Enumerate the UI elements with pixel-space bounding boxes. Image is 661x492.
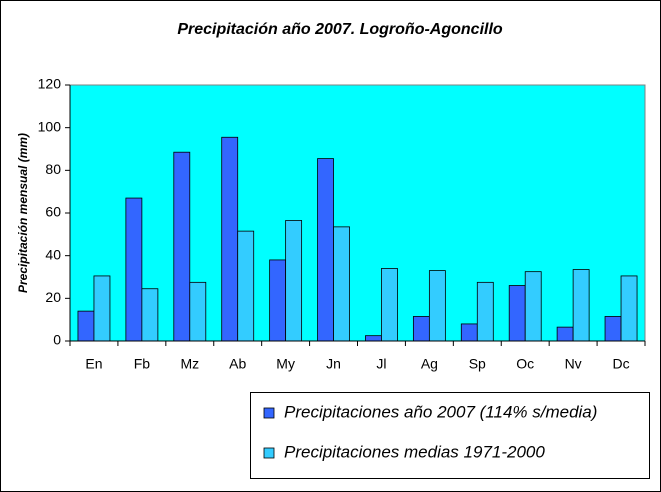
- x-tick-label: Ag: [421, 356, 438, 372]
- bar: [125, 197, 143, 342]
- legend-label: Precipitaciones medias 1971-2000: [284, 442, 545, 461]
- legend-swatch: [263, 407, 275, 419]
- y-tick-label: 60: [45, 204, 61, 220]
- y-axis-label: Precipitación mensual (mm): [16, 133, 30, 293]
- legend-swatch: [263, 447, 275, 459]
- bar: [189, 281, 207, 342]
- bar: [221, 136, 239, 342]
- x-tick-label: Dc: [612, 356, 629, 372]
- x-tick-label: Nv: [565, 356, 582, 372]
- bar: [333, 226, 350, 342]
- legend-label: Precipitaciones año 2007 (114% s/media): [284, 402, 597, 421]
- y-tick-label: 100: [38, 118, 62, 134]
- x-tick-label: Fb: [134, 356, 151, 372]
- x-tick-label: En: [85, 356, 102, 372]
- bar: [460, 323, 478, 342]
- bar: [476, 281, 494, 342]
- bar: [317, 158, 334, 342]
- bar: [141, 288, 159, 342]
- bar: [237, 230, 255, 342]
- bar: [365, 335, 382, 342]
- x-tick-label: Mz: [180, 356, 199, 372]
- bar: [524, 271, 542, 342]
- bar: [556, 326, 574, 342]
- bar: [77, 310, 95, 342]
- chart-title: Precipitación año 2007. Logroño-Agoncill…: [177, 21, 503, 38]
- y-tick-label: 40: [45, 246, 61, 262]
- bar: [285, 220, 303, 342]
- x-tick-label: Jl: [376, 356, 386, 372]
- bar: [604, 316, 622, 342]
- bar: [428, 270, 446, 342]
- bar: [173, 151, 191, 342]
- bar: [269, 259, 287, 342]
- bar: [572, 269, 590, 342]
- y-tick-label: 0: [53, 332, 61, 348]
- y-tick-label: 20: [45, 289, 61, 305]
- bar: [93, 275, 111, 342]
- y-tick-label: 120: [38, 76, 62, 92]
- y-tick-label: 80: [45, 161, 61, 177]
- bar: [508, 285, 526, 342]
- x-tick-label: Oc: [516, 356, 534, 372]
- bar: [381, 268, 398, 342]
- x-tick-label: My: [276, 356, 295, 372]
- x-tick-label: Sp: [469, 356, 486, 372]
- bar: [412, 316, 430, 342]
- bar: [620, 275, 638, 342]
- x-tick-label: Jn: [326, 356, 341, 372]
- plot-area: [69, 84, 646, 342]
- legend-box: [250, 392, 650, 479]
- x-tick-label: Ab: [229, 356, 246, 372]
